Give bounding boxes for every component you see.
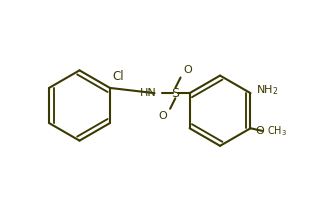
Text: O: O [256,126,265,136]
Text: CH$_3$: CH$_3$ [266,124,287,138]
Text: O: O [159,111,168,121]
Text: Cl: Cl [112,70,124,83]
Text: O: O [183,65,192,75]
Text: NH$_2$: NH$_2$ [256,84,278,97]
Text: HN: HN [141,88,157,98]
Text: S: S [171,87,179,100]
